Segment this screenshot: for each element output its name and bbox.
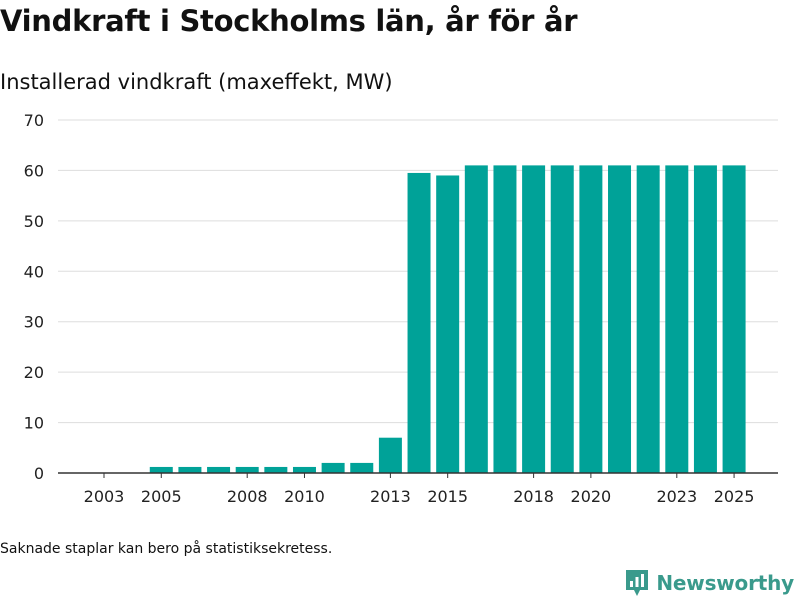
y-tick-label: 30 — [24, 313, 44, 332]
bar — [493, 165, 517, 473]
bar — [665, 165, 689, 473]
bar — [292, 466, 316, 473]
y-tick-label: 10 — [24, 414, 44, 433]
y-tick-label: 40 — [24, 262, 44, 281]
bar — [378, 437, 402, 473]
x-tick-label: 2023 — [656, 487, 697, 506]
bar — [636, 165, 660, 473]
footnote: Saknade staplar kan bero på statistiksek… — [0, 541, 333, 557]
x-tick-label: 2005 — [141, 487, 182, 506]
bar — [608, 165, 632, 473]
chart-title: Vindkraft i Stockholms län, år för år — [0, 4, 578, 38]
x-tick-label: 2013 — [370, 487, 411, 506]
bar — [550, 165, 574, 473]
bar — [149, 466, 173, 473]
x-tick-label: 2018 — [513, 487, 554, 506]
bar — [235, 466, 259, 473]
bar — [407, 172, 431, 473]
x-tick-label: 2003 — [84, 487, 125, 506]
bar — [321, 462, 345, 473]
y-tick-label: 60 — [24, 161, 44, 180]
bar — [693, 165, 717, 473]
x-tick-label: 2015 — [427, 487, 468, 506]
bar — [579, 165, 603, 473]
y-tick-label: 70 — [24, 111, 44, 130]
newsworthy-logo-icon — [626, 570, 649, 596]
y-tick-label: 20 — [24, 363, 44, 382]
y-tick-label: 50 — [24, 212, 44, 231]
bar — [436, 175, 460, 473]
chart-subtitle: Installerad vindkraft (maxeffekt, MW) — [0, 70, 393, 94]
brand-logo[interactable]: Newsworthy — [624, 568, 794, 598]
bar — [178, 466, 202, 473]
y-tick-label: 0 — [34, 464, 44, 483]
bar — [207, 466, 231, 473]
bar — [350, 462, 374, 473]
bar — [522, 165, 546, 473]
bar — [264, 466, 288, 473]
bar — [722, 165, 746, 473]
brand-name: Newsworthy — [656, 571, 794, 595]
x-tick-label: 2008 — [227, 487, 268, 506]
x-tick-label: 2020 — [571, 487, 612, 506]
x-tick-label: 2025 — [714, 487, 755, 506]
bar — [464, 165, 488, 473]
x-tick-label: 2010 — [284, 487, 325, 506]
